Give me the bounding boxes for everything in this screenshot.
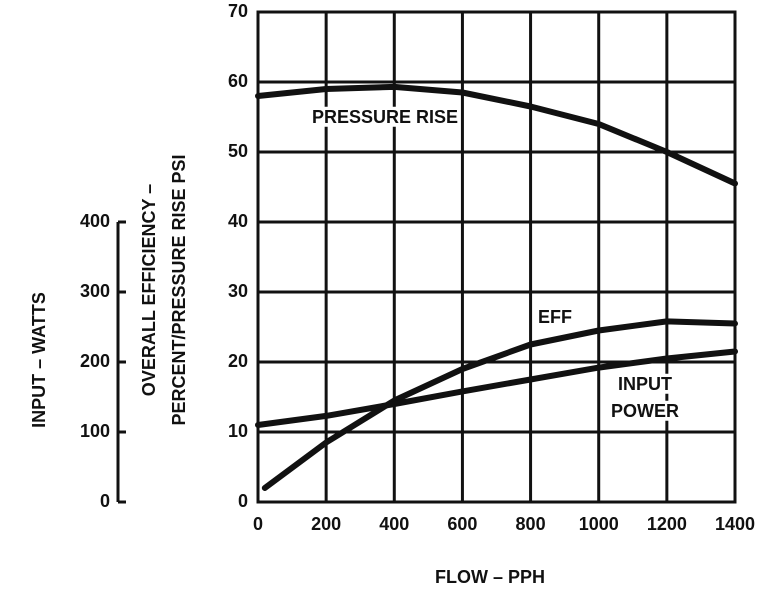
annotation-bg: [608, 400, 682, 421]
x-tick-label: 0: [253, 514, 263, 534]
y2-tick-label: 400: [80, 211, 110, 231]
y-tick-label: 30: [228, 281, 248, 301]
annotation-bg: [616, 373, 675, 394]
y2-tick-label: 0: [100, 491, 110, 511]
y2-axis-label: INPUT – WATTS: [29, 292, 49, 428]
y2-tick-label: 200: [80, 351, 110, 371]
y-tick-label: 40: [228, 211, 248, 231]
y-axis-label: OVERALL EFFICIENCY –: [139, 184, 159, 396]
y-tick-label: 10: [228, 421, 248, 441]
x-tick-label: 200: [311, 514, 341, 534]
annotation-bg: [309, 106, 461, 127]
x-tick-label: 800: [516, 514, 546, 534]
x-tick-label: 1000: [579, 514, 619, 534]
x-tick-label: 1400: [715, 514, 755, 534]
y-tick-label: 70: [228, 1, 248, 21]
y-axis-label: PERCENT/PRESSURE RISE PSI: [169, 154, 189, 425]
annotation-bg: [536, 306, 575, 327]
x-axis-label: FLOW – PPH: [435, 567, 545, 587]
y-tick-label: 60: [228, 71, 248, 91]
y2-tick-label: 100: [80, 421, 110, 441]
x-tick-label: 600: [447, 514, 477, 534]
y-tick-label: 20: [228, 351, 248, 371]
y2-tick-label: 300: [80, 281, 110, 301]
x-tick-label: 400: [379, 514, 409, 534]
y-tick-label: 50: [228, 141, 248, 161]
plot-frame: [256, 10, 737, 504]
annotation: INPUT: [618, 374, 672, 394]
annotation: PRESSURE RISE: [312, 107, 458, 127]
y-tick-label: 0: [238, 491, 248, 511]
annotation: EFF: [538, 307, 572, 327]
annotation: POWER: [611, 401, 679, 421]
line-series: [255, 83, 738, 187]
line-series: [255, 348, 738, 428]
x-tick-label: 1200: [647, 514, 687, 534]
line-series: [261, 318, 738, 491]
